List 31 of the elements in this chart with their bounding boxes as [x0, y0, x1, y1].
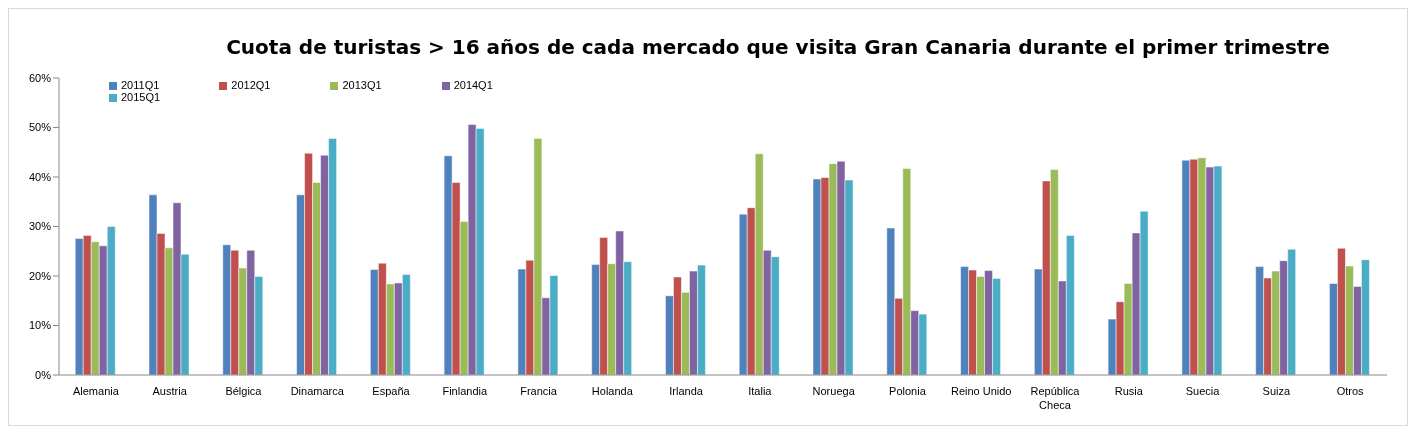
y-tick-label: 60%: [28, 71, 52, 84]
x-tick-label: Irlanda: [669, 385, 704, 397]
x-tick-label: Austria: [152, 385, 188, 397]
y-tick-label: 30%: [28, 220, 52, 233]
x-tick-label: Bélgica: [225, 385, 263, 397]
x-tick-label: España: [372, 385, 411, 397]
x-tick-label: Noruega: [812, 385, 856, 397]
legend-label: 2012Q1: [231, 79, 271, 91]
y-tick-label: 20%: [28, 269, 52, 282]
x-tick-label: Dinamarca: [290, 385, 345, 397]
x-tick-label: Otros: [1336, 385, 1365, 397]
x-tick-label: Reino Unido: [950, 385, 1012, 397]
x-tick-label: Finlandia: [442, 385, 488, 397]
x-tick-label: Francia: [520, 385, 558, 397]
y-tick-label: 10%: [28, 319, 52, 332]
x-tick-label: Italia: [748, 385, 773, 397]
legend-label: 2013Q1: [342, 79, 382, 91]
x-tick-label: Alemania: [72, 385, 120, 397]
y-tick-label: 40%: [28, 170, 52, 183]
x-tick-label: Holanda: [591, 385, 634, 397]
legend-label: 2011Q1: [121, 79, 160, 91]
legend-label: 2014Q1: [453, 79, 493, 91]
x-tick-label: República Checa: [1030, 385, 1081, 411]
chart-title: Cuota de turistas > 16 años de cada mercado que visita Gran Canaria durante el primer trimestre: [225, 35, 1331, 59]
legend-label: 2015Q1: [121, 91, 161, 103]
x-tick-label: Rusia: [1114, 385, 1144, 397]
x-tick-label: Suecia: [1185, 385, 1221, 397]
y-tick-label: 0%: [35, 368, 52, 381]
y-tick-label: 50%: [28, 121, 52, 134]
x-tick-label: Polonia: [889, 385, 927, 397]
x-tick-label: Suiza: [1262, 385, 1291, 397]
